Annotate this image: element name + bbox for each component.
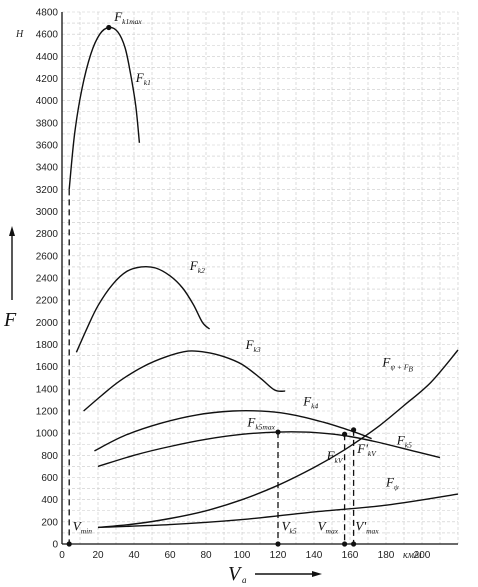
y-tick-label: 2600	[36, 251, 59, 262]
x-tick-label: 120	[270, 550, 287, 561]
label-fk3: Fk3	[245, 337, 261, 354]
label-fk5: Fk5	[396, 432, 412, 449]
label-fk1max: Fk1max	[113, 9, 142, 26]
y-tick-label: 3400	[36, 163, 59, 174]
fk1max-point	[106, 24, 112, 31]
y-tick-label: 2000	[36, 318, 59, 329]
y-tick-label: 600	[41, 473, 58, 484]
y-tick-label: 1000	[36, 429, 59, 440]
y-tick-label: 3000	[36, 207, 59, 218]
y-axis-title-text: F	[3, 309, 17, 331]
series-line-fk5	[97, 431, 441, 468]
x-tick-label: 80	[200, 550, 212, 561]
label-vmin: Vmin	[73, 519, 92, 536]
x-tick-label: 180	[378, 550, 395, 561]
x-tick-label: 20	[92, 550, 104, 561]
vmax-point	[342, 541, 348, 547]
vprime-max-point	[351, 541, 357, 547]
label-vk5: Vk5	[282, 519, 297, 536]
x-tick-label: 60	[164, 550, 176, 561]
series-curves	[68, 26, 459, 529]
vk5-point	[275, 541, 281, 547]
y-tick-label: 3800	[36, 118, 59, 129]
x-tick-label: 0	[59, 550, 65, 561]
label-fkv: FkV	[326, 448, 344, 465]
y-tick-label: 1600	[36, 362, 59, 373]
y-tick-label: 4400	[36, 52, 59, 63]
x-tick-label: 100	[234, 550, 251, 561]
series-line-fk4	[94, 410, 372, 452]
label-fk2: Fk2	[189, 258, 205, 275]
y-tick-label: 3600	[36, 141, 59, 152]
y-tick-label: 0	[52, 540, 58, 551]
y-tick-label: 1400	[36, 384, 59, 395]
y-tick-label: 4600	[36, 30, 59, 41]
label-vprime-max: V'max	[355, 519, 379, 536]
chart-axes	[61, 12, 458, 545]
y-axis-arrow-head	[9, 226, 15, 236]
x-axis-title-main: V	[228, 563, 243, 585]
label-vmax: Vmax	[318, 519, 339, 536]
x-axis-title: V a	[228, 563, 322, 585]
y-tick-label: 400	[41, 495, 58, 506]
x-tick-label: 160	[342, 550, 359, 561]
label-fk1: Fk1	[135, 70, 151, 87]
y-tick-label: 4200	[36, 74, 59, 85]
y-tick-label: 3200	[36, 185, 59, 196]
label-fpsi-fw: Fψ + FB	[381, 355, 413, 374]
x-tick-label: 200	[414, 550, 431, 561]
vmin-point	[66, 541, 72, 547]
fk5max-point	[275, 429, 281, 435]
x-tick-label: 140	[306, 550, 323, 561]
label-fk4: Fk4	[302, 393, 318, 410]
curve-labels: Fk1max Fk1 Fk2 Fk3 Fk4 Fk5max Fk5 FkV F'kV Fψ + F…	[73, 9, 414, 536]
y-tick-label: 2800	[36, 229, 59, 240]
x-unit-label: км/ч	[403, 550, 422, 561]
y-unit-label: Н	[15, 29, 24, 40]
y-tick-labels: 0 200 400 600 800 1000 1200 1400 1600 1800 2000 220…	[36, 8, 59, 551]
chart-grid	[61, 11, 459, 545]
x-axis-arrow-head	[312, 571, 322, 577]
y-tick-label: 2400	[36, 274, 59, 285]
y-tick-label: 200	[41, 517, 58, 528]
y-tick-label: 4000	[36, 96, 59, 107]
label-fk5max: Fk5max	[246, 415, 275, 432]
x-tick-label: 40	[128, 550, 140, 561]
series-line-fpsi_fw	[97, 349, 459, 529]
fprime-kv-point	[351, 427, 357, 433]
fkv-point	[342, 431, 348, 437]
x-axis-title-sub: a	[242, 575, 247, 585]
series-line-fk2	[75, 265, 211, 353]
y-tick-label: 1200	[36, 407, 59, 418]
y-tick-label: 1800	[36, 340, 59, 351]
label-fpsi: Fψ	[385, 474, 399, 491]
label-fprime-kv: F'kV	[356, 441, 377, 458]
y-axis-title: F	[3, 226, 17, 331]
y-tick-label: 4800	[36, 8, 59, 19]
series-line-fk3	[83, 350, 286, 412]
point-markers	[66, 24, 357, 547]
y-tick-label: 800	[41, 451, 58, 462]
series-line-fpsi	[97, 493, 459, 529]
y-tick-label: 2200	[36, 296, 59, 307]
x-tick-labels: 0 20 40 60 80 100 120 140 160 180 200	[59, 550, 431, 561]
dashed-verticals	[68, 189, 355, 544]
